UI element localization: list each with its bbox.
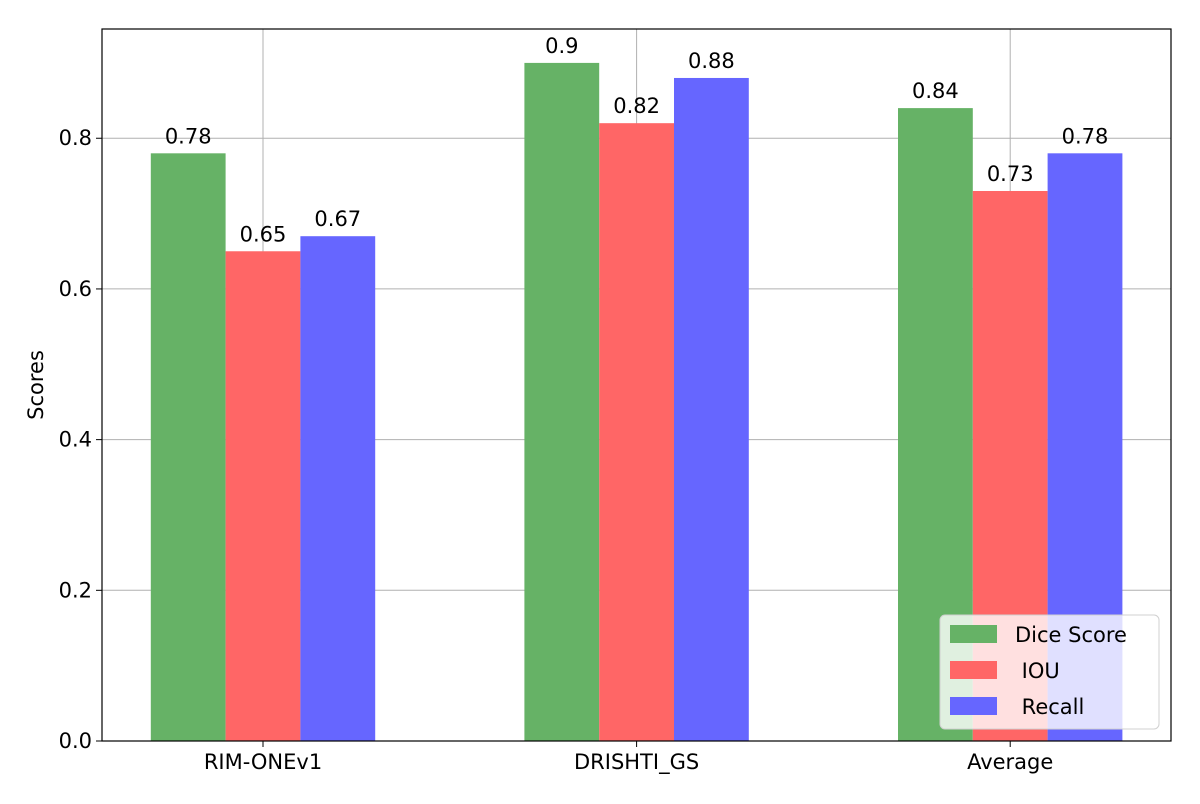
bar-value-label: 0.82 [613, 94, 660, 118]
bar [150, 153, 226, 742]
legend-label: Dice Score [1015, 623, 1127, 647]
bar-value-label: 0.67 [314, 207, 361, 231]
legend-swatch [950, 625, 997, 643]
bar [674, 77, 749, 742]
bars [150, 62, 1123, 742]
bar-value-label: 0.78 [1062, 124, 1109, 148]
y-tick-label: 0.2 [59, 578, 92, 602]
legend-swatch [950, 661, 997, 679]
legend-swatch [950, 697, 997, 715]
bar [225, 251, 301, 741]
y-tick-label: 0.8 [59, 126, 92, 150]
bar-value-label: 0.78 [165, 124, 212, 148]
x-tick-label: DRISHTI_GS [574, 750, 699, 775]
y-axis-label: Scores [24, 350, 48, 420]
legend: Dice Score IOU Recall [939, 614, 1160, 730]
bar [524, 62, 600, 741]
x-tick-label: Average [967, 750, 1053, 774]
y-tick-label: 0.0 [59, 729, 92, 753]
legend-label: IOU [1015, 659, 1060, 683]
bar-value-label: 0.84 [912, 79, 959, 103]
bar [599, 123, 674, 742]
bar-value-label: 0.9 [545, 34, 578, 58]
axis-ticks: 0.0 0.2 0.4 0.6 0.8 RIM-ONEv1 DRISHTI_GS Averag… [59, 126, 1054, 775]
bar-value-label: 0.73 [987, 162, 1034, 186]
bar-value-label: 0.88 [688, 49, 735, 73]
y-tick-label: 0.4 [59, 428, 92, 452]
bar-value-label: 0.65 [240, 222, 287, 246]
bar [300, 236, 376, 741]
data-labels: 0.78 0.9 0.84 0.65 0.82 0.73 0.67 0.88 0.78 [165, 34, 1109, 246]
legend-label: Recall [1015, 695, 1084, 719]
y-tick-label: 0.6 [59, 277, 92, 301]
x-tick-label: RIM-ONEv1 [204, 750, 322, 774]
